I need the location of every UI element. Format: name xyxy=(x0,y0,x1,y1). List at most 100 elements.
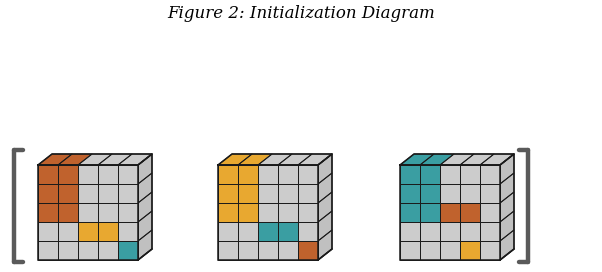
Polygon shape xyxy=(238,154,272,165)
Bar xyxy=(78,222,98,241)
Bar xyxy=(278,203,298,222)
Bar xyxy=(298,203,318,222)
Polygon shape xyxy=(460,154,494,165)
Polygon shape xyxy=(298,154,332,165)
Bar xyxy=(38,165,58,184)
Polygon shape xyxy=(500,211,514,241)
Bar xyxy=(460,241,480,260)
Bar xyxy=(38,241,58,260)
Bar xyxy=(480,184,500,203)
Bar xyxy=(420,165,440,184)
Bar xyxy=(258,184,278,203)
Bar xyxy=(480,241,500,260)
Polygon shape xyxy=(218,154,252,165)
Bar xyxy=(480,165,500,184)
Bar xyxy=(400,165,420,184)
Polygon shape xyxy=(420,154,454,165)
Bar xyxy=(218,165,318,260)
Bar xyxy=(58,165,78,184)
Bar xyxy=(440,184,460,203)
Bar xyxy=(58,203,78,222)
Bar xyxy=(238,165,258,184)
Polygon shape xyxy=(138,211,152,241)
Bar xyxy=(118,165,138,184)
Bar xyxy=(218,203,238,222)
Bar xyxy=(258,165,278,184)
Bar xyxy=(98,241,118,260)
Polygon shape xyxy=(318,192,332,222)
Polygon shape xyxy=(400,154,434,165)
Bar xyxy=(38,184,58,203)
Polygon shape xyxy=(500,192,514,222)
Bar xyxy=(218,222,238,241)
Polygon shape xyxy=(500,173,514,203)
Bar xyxy=(218,184,238,203)
Bar xyxy=(258,222,278,241)
Bar xyxy=(258,241,278,260)
Bar xyxy=(38,222,58,241)
Polygon shape xyxy=(318,154,332,184)
Polygon shape xyxy=(58,154,92,165)
Polygon shape xyxy=(138,192,152,222)
Bar xyxy=(78,203,98,222)
Bar xyxy=(278,222,298,241)
Polygon shape xyxy=(258,154,292,165)
Polygon shape xyxy=(318,173,332,203)
Bar xyxy=(278,241,298,260)
Bar xyxy=(440,241,460,260)
Bar xyxy=(238,241,258,260)
Bar xyxy=(440,165,460,184)
Bar xyxy=(238,184,258,203)
Bar xyxy=(78,184,98,203)
Polygon shape xyxy=(500,154,514,184)
Bar xyxy=(298,184,318,203)
Bar xyxy=(38,165,138,260)
Bar xyxy=(460,184,480,203)
Bar xyxy=(298,241,318,260)
Bar xyxy=(420,184,440,203)
Bar xyxy=(420,241,440,260)
Bar xyxy=(420,222,440,241)
Bar xyxy=(400,165,500,260)
Bar xyxy=(218,165,238,184)
Bar xyxy=(278,165,298,184)
Bar xyxy=(400,241,420,260)
Bar xyxy=(400,203,420,222)
Bar xyxy=(118,241,138,260)
Bar xyxy=(298,165,318,184)
Bar xyxy=(440,222,460,241)
Bar xyxy=(298,222,318,241)
Bar xyxy=(118,222,138,241)
Bar xyxy=(238,222,258,241)
Bar xyxy=(98,203,118,222)
Polygon shape xyxy=(138,230,152,260)
Bar xyxy=(98,184,118,203)
Bar xyxy=(278,184,298,203)
Bar xyxy=(238,203,258,222)
Bar xyxy=(480,203,500,222)
Bar xyxy=(480,222,500,241)
Polygon shape xyxy=(138,154,152,184)
Bar xyxy=(218,241,238,260)
Bar xyxy=(38,203,58,222)
Polygon shape xyxy=(500,230,514,260)
Bar xyxy=(58,184,78,203)
Text: Figure 2: Initialization Diagram: Figure 2: Initialization Diagram xyxy=(167,5,435,23)
Polygon shape xyxy=(480,154,514,165)
Bar xyxy=(78,165,98,184)
Bar xyxy=(400,184,420,203)
Bar xyxy=(118,184,138,203)
Bar xyxy=(460,222,480,241)
Polygon shape xyxy=(318,211,332,241)
Bar xyxy=(460,165,480,184)
Bar xyxy=(98,222,118,241)
Bar xyxy=(440,203,460,222)
Bar xyxy=(420,203,440,222)
Polygon shape xyxy=(440,154,474,165)
Polygon shape xyxy=(138,173,152,203)
Bar xyxy=(400,222,420,241)
Bar xyxy=(98,165,118,184)
Bar xyxy=(58,222,78,241)
Bar xyxy=(58,241,78,260)
Bar xyxy=(460,203,480,222)
